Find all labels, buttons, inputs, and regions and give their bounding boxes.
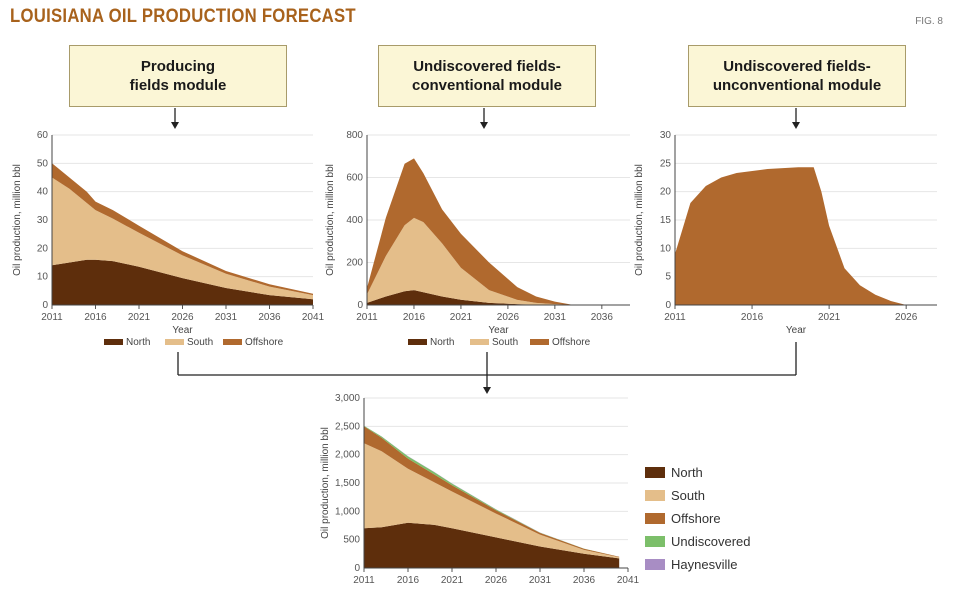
x-tick-label: 2041 [302,312,325,323]
page-title: LOUISIANA OIL PRODUCTION FORECAST [10,6,356,27]
y-tick-label: 1,500 [335,478,360,489]
x-tick-label: 2021 [818,312,841,323]
x-axis-label: Year [172,325,193,336]
x-tick-label: 2036 [258,312,281,323]
x-tick-label: 2021 [441,575,464,586]
area-north [364,522,620,568]
area-series [675,167,907,305]
y-axis-label: Oil production, million bbl [634,164,645,276]
x-tick-label: 2011 [41,312,63,323]
y-axis-label: Oil production, million bbl [12,164,23,276]
area-north [367,290,574,305]
x-tick-label: 2041 [617,575,640,586]
x-axis-label: Year [488,325,509,336]
x-tick-label: 2026 [895,312,918,323]
y-tick-label: 30 [660,130,672,141]
x-tick-label: 2036 [591,312,614,323]
legend-swatch-offshore [530,339,549,345]
x-axis-label: Year [786,325,807,336]
legend-label-north: North [126,337,150,348]
area-north [52,259,313,305]
legend-swatch-south [645,490,665,501]
legend-label-undiscovered: Undiscovered [671,534,751,549]
y-axis-label: Oil production, million bbl [325,164,336,276]
y-axis-label: Oil production, million bbl [320,427,331,539]
area-offshore [367,158,574,305]
legend-swatch-south [470,339,489,345]
y-tick-label: 0 [357,300,363,311]
y-tick-label: 60 [37,130,49,141]
legend-label-north: North [430,337,454,348]
module-box-producing: Producing fields module [69,45,287,107]
y-tick-label: 0 [42,300,48,311]
area-south [52,177,313,300]
legend-swatch-haynesville [645,559,665,570]
legend-label-south: South [492,337,518,348]
y-tick-label: 800 [346,130,363,141]
x-tick-label: 2021 [128,312,151,323]
figure-label: FIG. 8 [915,16,943,27]
y-tick-label: 50 [37,158,49,169]
legend-swatch-undiscovered [645,536,665,547]
y-tick-label: 600 [346,173,363,184]
x-tick-label: 2026 [485,575,508,586]
y-tick-label: 200 [346,258,363,269]
y-tick-label: 500 [343,535,360,546]
arrow-unconventional-head [792,122,800,129]
y-tick-label: 5 [665,272,671,283]
legend-swatch-offshore [645,513,665,524]
y-tick-label: 20 [660,187,672,198]
x-tick-label: 2016 [397,575,420,586]
legend-swatch-north [645,467,665,478]
x-tick-label: 2011 [356,312,378,323]
module-box-unconventional: Undiscovered fields- unconventional modu… [688,45,906,107]
arrow-combined-head [483,387,491,394]
x-tick-label: 2031 [529,575,552,586]
legend-label-offshore: Offshore [671,511,721,526]
y-tick-label: 0 [665,300,671,311]
x-tick-label: 2026 [171,312,194,323]
x-tick-label: 2036 [573,575,596,586]
legend-label-south: South [187,337,213,348]
legend-label-offshore: Offshore [245,337,284,348]
y-tick-label: 2,500 [335,421,360,432]
legend-swatch-offshore [223,339,242,345]
legend-swatch-north [104,339,123,345]
y-tick-label: 1,000 [335,506,360,517]
x-tick-label: 2016 [403,312,426,323]
y-tick-label: 0 [354,563,360,574]
arrow-conventional-head [480,122,488,129]
legend-label-south: South [671,488,705,503]
y-tick-label: 20 [37,243,49,254]
legend-swatch-north [408,339,427,345]
y-tick-label: 30 [37,215,49,226]
x-tick-label: 2026 [497,312,520,323]
x-tick-label: 2031 [215,312,238,323]
legend-label-offshore: Offshore [552,337,591,348]
y-tick-label: 15 [660,215,672,226]
x-tick-label: 2011 [664,312,686,323]
legend-label-north: North [671,465,703,480]
arrow-producing-head [171,122,179,129]
x-tick-label: 2016 [741,312,764,323]
y-tick-label: 40 [37,187,49,198]
y-tick-label: 2,000 [335,450,360,461]
area-south [367,217,574,305]
x-tick-label: 2021 [450,312,473,323]
legend-label-haynesville: Haynesville [671,557,737,572]
module-box-conventional: Undiscovered fields- conventional module [378,45,596,107]
legend-swatch-south [165,339,184,345]
y-tick-label: 400 [346,215,363,226]
x-tick-label: 2011 [353,575,375,586]
area-south [364,443,620,559]
y-tick-label: 10 [660,243,672,254]
y-tick-label: 3,000 [335,393,360,404]
y-tick-label: 25 [660,158,672,169]
x-tick-label: 2016 [84,312,107,323]
x-tick-label: 2031 [544,312,567,323]
y-tick-label: 10 [37,272,49,283]
